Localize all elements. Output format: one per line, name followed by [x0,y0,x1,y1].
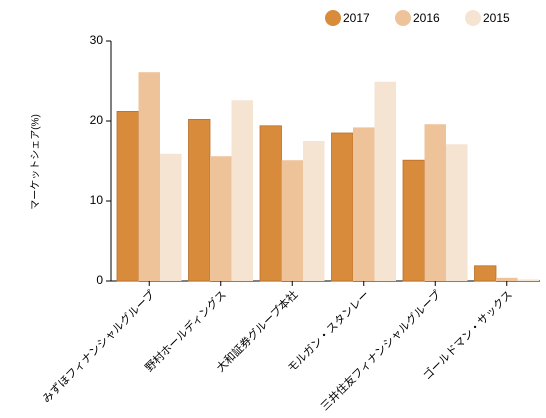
bar [116,111,139,282]
legend-label: 2017 [343,11,370,25]
bar [259,125,282,282]
y-tick-label: 30 [90,33,104,47]
bar [353,127,375,282]
bar [231,100,253,281]
bar [303,141,325,281]
bar [210,156,232,281]
bar [474,265,497,282]
y-tick-label: 10 [90,193,104,207]
bar [374,81,396,281]
bar [160,153,182,281]
bar [424,124,446,281]
bar [188,119,211,282]
bar [281,160,303,281]
y-axis-label: マーケットシェア(%) [30,114,42,210]
x-tick-label: みずほフィナンシャルグループ [39,287,157,405]
legend-label: 2015 [483,11,510,25]
y-tick-label: 20 [90,113,104,127]
legend-marker [325,10,341,26]
x-tick-label: モルガン・スタンレー [285,288,372,375]
bar [402,159,425,282]
bar [138,72,160,281]
bar [331,132,354,282]
legend-marker [395,10,411,26]
bar [446,144,468,281]
legend-label: 2016 [413,11,440,25]
x-tick-label: 三井住友フィナンシャルグループ [317,287,443,413]
x-tick-label: 大和証券グループ本社 [213,287,300,374]
y-tick-label: 0 [96,273,103,287]
legend-marker [465,10,481,26]
bar [517,279,539,281]
x-tick-label: 野村ホールディングス [142,287,229,374]
bar [496,277,518,281]
